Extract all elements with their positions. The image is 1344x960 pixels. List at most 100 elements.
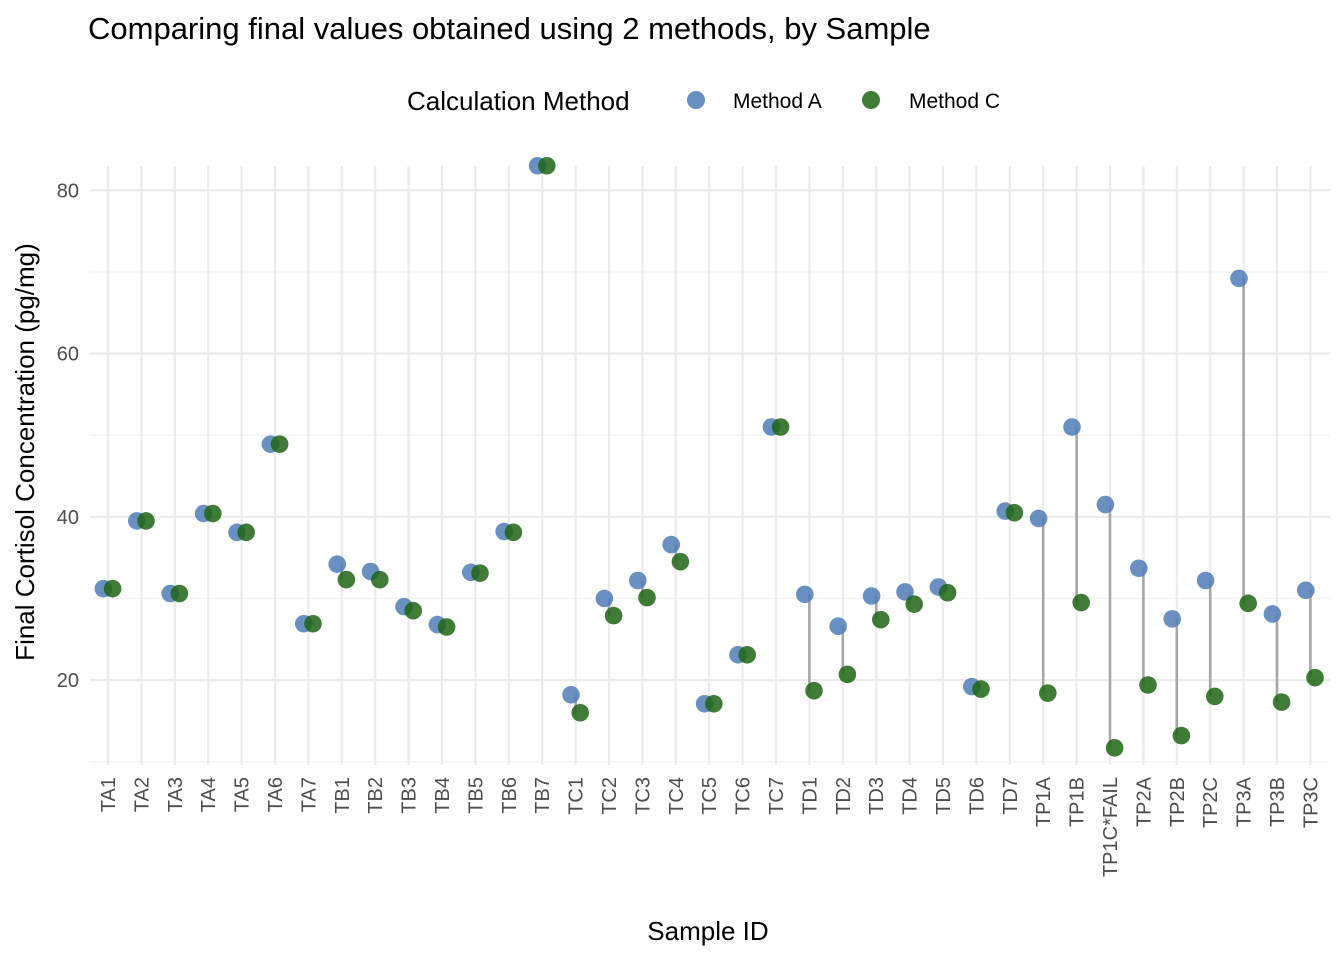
x-tick-label: TP1B — [1067, 777, 1089, 827]
point-method-a-TB1 — [328, 555, 347, 573]
x-tick-label: TP2B — [1167, 777, 1189, 827]
x-tick-label: TD7 — [1000, 777, 1022, 815]
point-method-c-TP3A — [1239, 594, 1257, 613]
point-method-c-TA5 — [237, 523, 255, 542]
y-axis-ticks: 20 40 60 80 — [57, 180, 79, 692]
x-tick-label: TP1C*FAIL — [1100, 777, 1122, 877]
point-method-c-TC4 — [671, 552, 690, 571]
x-tick-label: TA7 — [298, 777, 320, 812]
point-method-a-TP3A — [1230, 269, 1248, 288]
x-tick-label: TD5 — [933, 777, 955, 815]
x-tick-label: TC4 — [666, 777, 688, 815]
point-method-c-TD7 — [1005, 503, 1024, 522]
x-tick-label: TA3 — [165, 777, 187, 812]
point-method-c-TA7 — [304, 614, 322, 633]
point-method-c-TD4 — [905, 595, 923, 613]
y-tick-label: 60 — [57, 344, 79, 366]
legend-label-method-a: Method A — [733, 90, 822, 113]
x-tick-label: TC2 — [599, 777, 621, 815]
point-method-c-TB2 — [371, 570, 389, 589]
difference-segments — [340, 278, 1312, 748]
y-tick-label: 20 — [57, 670, 79, 692]
point-method-a-TP3C — [1297, 581, 1315, 600]
point-method-c-TD5 — [938, 583, 957, 602]
point-method-a-TP2A — [1130, 559, 1148, 578]
y-tick-label: 40 — [57, 507, 79, 529]
point-method-a-TD3 — [862, 587, 881, 605]
x-tick-label: TB1 — [332, 777, 354, 814]
y-axis-title: Final Cortisol Concentration (pg/mg) — [10, 243, 40, 661]
point-method-c-TP1A — [1039, 684, 1057, 702]
x-tick-label: TB7 — [532, 777, 554, 814]
x-axis-ticks: TA1 TA2 TA3 TA4 TA5 TA6 TA7 TB1 TB2 TB3 TB4 TB5 TB6 T… — [98, 776, 1322, 877]
x-tick-label: TB5 — [465, 777, 487, 814]
legend-title: Calculation Method — [407, 86, 630, 116]
point-method-c-TP2C — [1206, 687, 1224, 706]
legend-swatch-method-a — [687, 91, 705, 109]
x-tick-label: TC7 — [766, 777, 788, 815]
point-method-c-TB5 — [471, 564, 489, 582]
x-tick-label: TC3 — [632, 777, 654, 815]
point-method-c-TP3C — [1306, 668, 1324, 687]
point-method-a-TC3 — [629, 571, 647, 590]
x-tick-label: TP3C — [1300, 777, 1322, 828]
legend: Calculation Method Method A Method C — [407, 86, 1000, 116]
x-tick-label: TA5 — [232, 777, 254, 812]
point-method-c-TP1C*FAIL — [1105, 739, 1124, 757]
x-tick-label: TD2 — [833, 777, 855, 815]
point-method-a-TP3B — [1263, 605, 1282, 623]
legend-swatch-method-c — [862, 91, 880, 109]
x-tick-label: TB2 — [365, 777, 387, 814]
point-method-c-TP3B — [1272, 693, 1291, 711]
x-tick-label: TB3 — [399, 777, 421, 814]
x-tick-label: TD3 — [866, 777, 888, 815]
x-tick-label: TD4 — [900, 777, 922, 815]
point-method-c-TD6 — [972, 680, 990, 698]
x-tick-label: TB6 — [499, 777, 521, 814]
point-method-a-TP2C — [1196, 571, 1215, 590]
x-axis-title: Sample ID — [647, 916, 768, 946]
point-method-a-TD1 — [796, 585, 814, 604]
point-method-c-TC5 — [705, 694, 723, 713]
x-tick-label: TD1 — [799, 777, 821, 815]
point-method-a-TP1B — [1063, 418, 1081, 436]
point-method-c-TB4 — [437, 618, 456, 636]
x-tick-label: TA4 — [198, 777, 220, 812]
data-points — [94, 156, 1324, 757]
point-method-c-TD2 — [838, 665, 857, 684]
x-tick-label: TP2A — [1133, 776, 1155, 827]
point-method-a-TP2B — [1163, 610, 1181, 628]
point-method-a-TP1A — [1029, 509, 1048, 528]
point-method-a-TC4 — [662, 535, 680, 554]
x-tick-label: TP3A — [1234, 776, 1256, 827]
x-tick-label: TP3B — [1267, 777, 1289, 827]
x-tick-label: TA1 — [98, 777, 120, 812]
x-tick-label: TC5 — [699, 777, 721, 815]
point-method-c-TC1 — [571, 703, 589, 722]
x-tick-label: TB4 — [432, 777, 454, 814]
point-method-c-TB1 — [337, 570, 356, 589]
point-method-c-TP2A — [1139, 676, 1157, 694]
point-method-c-TC7 — [771, 418, 790, 436]
point-method-c-TA1 — [103, 579, 122, 598]
point-method-c-TA4 — [204, 504, 222, 523]
point-method-a-TC2 — [595, 589, 614, 608]
chart-title: Comparing final values obtained using 2 … — [88, 11, 931, 46]
point-method-a-TP1C*FAIL — [1096, 495, 1115, 514]
point-method-c-TA2 — [137, 512, 155, 530]
point-method-c-TC2 — [604, 606, 623, 625]
x-tick-label: TA6 — [265, 777, 287, 812]
legend-label-method-c: Method C — [909, 90, 1000, 113]
point-method-c-TA3 — [170, 584, 189, 603]
x-tick-label: TP2C — [1200, 777, 1222, 828]
point-method-c-TC3 — [638, 588, 656, 607]
point-method-a-TC1 — [562, 685, 580, 704]
x-tick-label: TA2 — [131, 777, 153, 812]
point-method-c-TB6 — [504, 523, 523, 542]
x-tick-label: TP1A — [1033, 776, 1055, 827]
point-method-c-TC6 — [738, 645, 756, 664]
x-tick-label: TC1 — [566, 777, 588, 815]
x-tick-label: TC6 — [733, 777, 755, 815]
point-method-c-TD3 — [872, 610, 890, 629]
